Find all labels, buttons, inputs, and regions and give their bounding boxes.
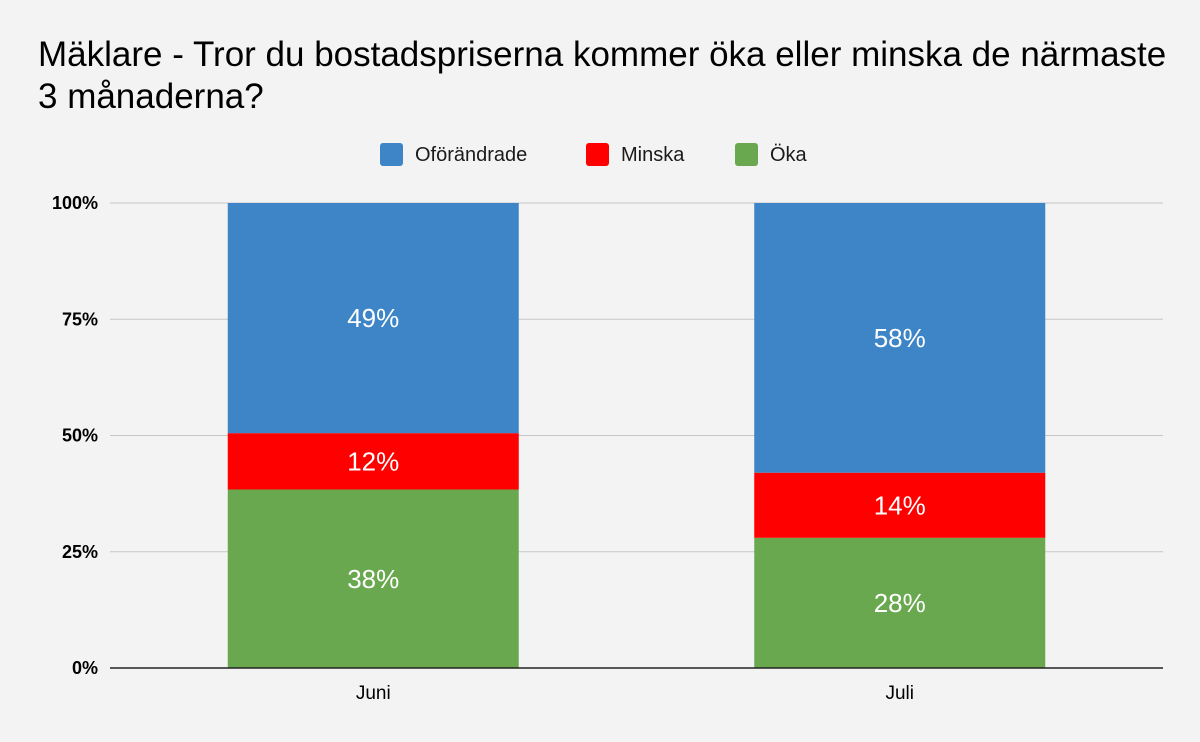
y-tick-label: 0% (72, 658, 98, 678)
y-tick-label: 25% (62, 542, 98, 562)
legend-swatch (586, 143, 609, 166)
data-label: 12% (347, 446, 399, 476)
data-label: 28% (874, 588, 926, 618)
x-tick-label: Juni (356, 683, 391, 704)
legend-label: Oföränd­rade (415, 144, 527, 166)
data-label: 14% (874, 490, 926, 520)
chart-title: Mäklare - Tror du bostadspriserna kommer… (38, 35, 1167, 116)
y-tick-label: 50% (62, 426, 98, 446)
data-label: 49% (347, 303, 399, 333)
bar-segment (227, 433, 519, 490)
data-label: 58% (874, 323, 926, 353)
legend-swatch (380, 143, 403, 166)
legend-swatch (735, 143, 758, 166)
bar-segment (754, 472, 1046, 538)
legend-label: Minska (621, 144, 685, 166)
data-label: 38% (347, 564, 399, 594)
y-tick-label: 75% (62, 309, 98, 329)
bar-segment (754, 203, 1046, 473)
x-tick-label: Juli (885, 683, 914, 704)
bar-segment (227, 203, 519, 434)
y-tick-label: 100% (52, 193, 98, 213)
bar-segment (227, 489, 519, 668)
legend-label: Öka (770, 144, 808, 166)
bar-segment (754, 537, 1046, 668)
